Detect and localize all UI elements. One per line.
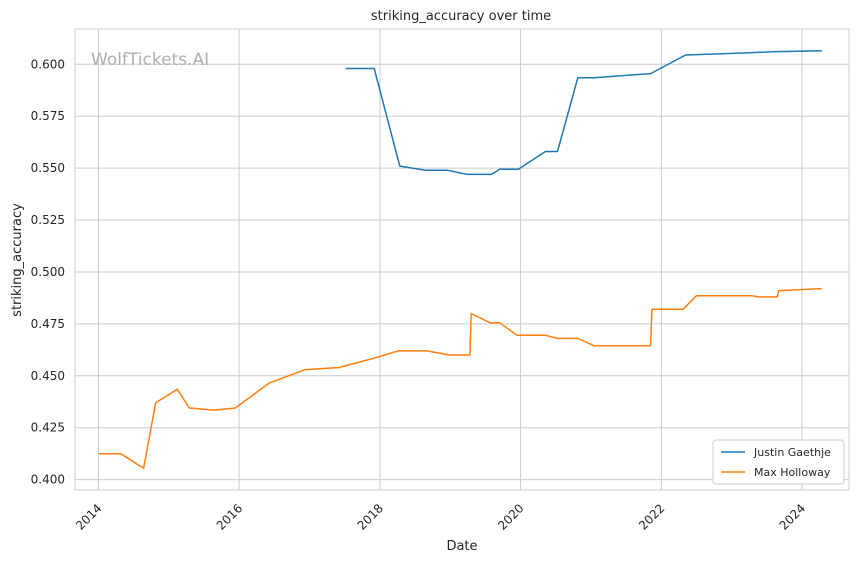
y-tick-labels: 0.400 0.425 0.450 0.475 0.500 0.525 0.550 0.575… [31, 57, 65, 486]
y-tick-label: 0.600 [31, 57, 65, 71]
y-tick-label: 0.575 [31, 109, 65, 123]
series-layer [99, 50, 822, 469]
y-tick-label: 0.500 [31, 265, 65, 279]
y-tick-label: 0.525 [31, 213, 65, 227]
legend-box [712, 439, 845, 485]
y-tick-label: 0.550 [31, 161, 65, 175]
series-line-max-holloway [99, 287, 822, 469]
y-tick-label: 0.475 [31, 317, 65, 331]
chart-title: striking_accuracy over time [371, 9, 551, 24]
legend: Justin Gaethje Max Holloway [712, 439, 845, 485]
watermark: WolfTickets.AI [91, 50, 209, 70]
y-tick-label: 0.425 [31, 421, 65, 435]
y-tick-label: 0.400 [31, 473, 65, 487]
x-axis-label: Date [446, 539, 477, 554]
series-line-justin-gaethje [345, 50, 822, 176]
y-tick-label: 0.450 [31, 369, 65, 383]
legend-label-max-holloway: Max Holloway [754, 466, 831, 479]
y-axis-label: striking_accuracy [10, 203, 25, 317]
legend-label-justin-gaethje: Justin Gaethje [753, 446, 831, 459]
plot-frame [74, 28, 850, 491]
grid-lines [75, 29, 849, 490]
